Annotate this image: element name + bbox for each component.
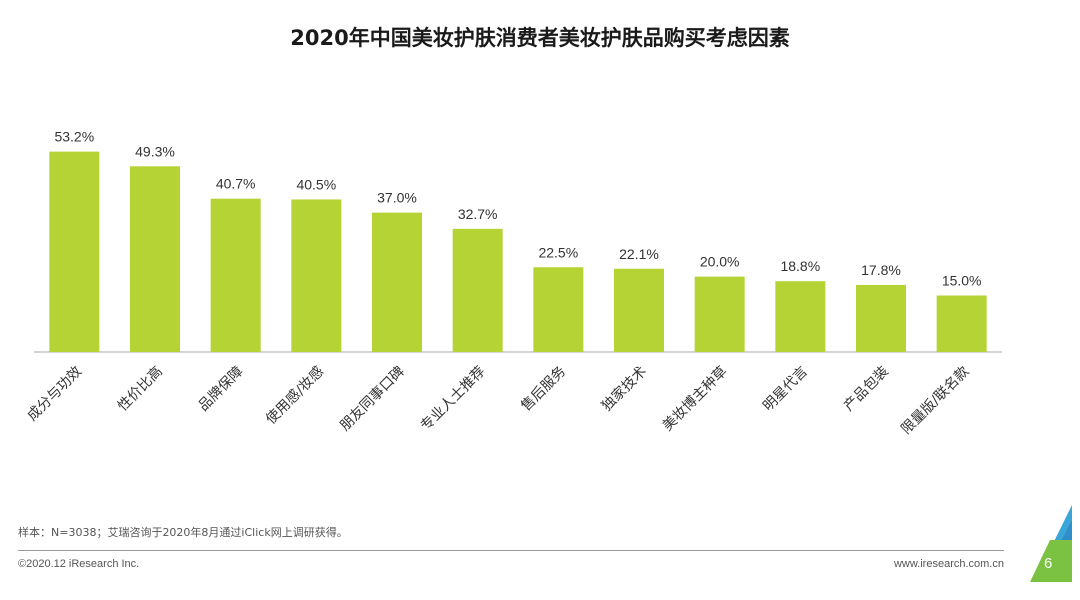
copyright-text: ©2020.12 iResearch Inc. bbox=[18, 558, 140, 570]
bar bbox=[856, 284, 906, 352]
bar bbox=[614, 268, 664, 352]
bar bbox=[775, 281, 826, 352]
bar bbox=[210, 198, 261, 352]
bar bbox=[291, 199, 342, 352]
bar bbox=[372, 212, 422, 352]
data-label: 37.0% bbox=[377, 190, 417, 206]
data-label: 15.0% bbox=[942, 273, 982, 289]
data-label: 17.8% bbox=[861, 262, 901, 278]
bar bbox=[533, 267, 584, 352]
website-link[interactable]: www.iresearch.com.cn bbox=[893, 558, 1004, 570]
data-label: 22.5% bbox=[538, 244, 578, 260]
data-label: 20.0% bbox=[700, 254, 740, 270]
data-label: 53.2% bbox=[54, 129, 94, 145]
data-label: 49.3% bbox=[135, 143, 175, 159]
footnote: 样本：N=3038；艾瑞咨询于2020年8月通过iClick网上调研获得。 bbox=[18, 526, 348, 539]
data-label: 40.7% bbox=[216, 176, 256, 192]
bar-chart: 53.2%成分与功效49.3%性价比高40.7%品牌保障40.5%使用感/妆感3… bbox=[24, 129, 1002, 438]
footer-divider bbox=[18, 550, 1004, 551]
bar bbox=[130, 166, 180, 352]
chart-title: 2020年中国美妆护肤消费者美妆护肤品购买考虑因素 bbox=[290, 26, 790, 50]
data-label: 40.5% bbox=[296, 176, 336, 192]
page-number: 6 bbox=[1044, 555, 1053, 572]
bar bbox=[452, 228, 503, 352]
bar bbox=[49, 151, 100, 352]
data-label: 32.7% bbox=[458, 206, 498, 222]
data-label: 22.1% bbox=[619, 246, 659, 262]
bar bbox=[694, 276, 745, 352]
bar bbox=[936, 295, 987, 352]
data-label: 18.8% bbox=[780, 258, 820, 274]
page-number-badge bbox=[1030, 540, 1072, 582]
